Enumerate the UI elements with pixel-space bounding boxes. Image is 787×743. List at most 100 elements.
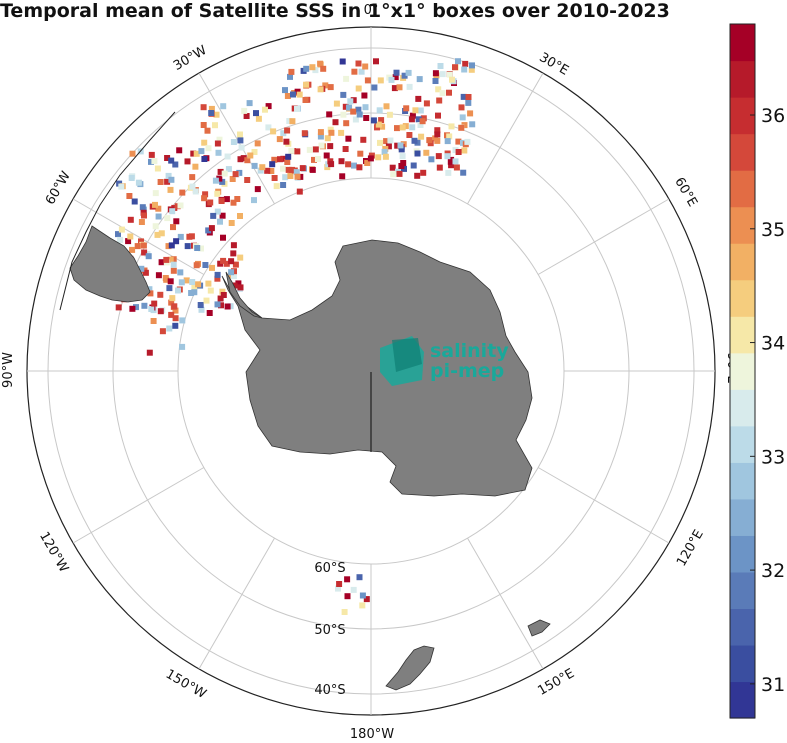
lon-label-150w: 150°W: [163, 667, 209, 702]
sss-cell: [229, 176, 236, 182]
sss-cell: [301, 130, 308, 137]
sss-cell: [294, 148, 301, 155]
sss-cell: [288, 147, 295, 154]
sss-cell: [396, 170, 403, 177]
sss-cell: [352, 116, 359, 123]
sss-cell: [296, 91, 303, 98]
sss-cell: [285, 166, 292, 173]
sss-cell: [179, 343, 186, 350]
sss-cell: [437, 63, 444, 69]
sss-cell: [201, 139, 208, 146]
sss-cell: [216, 136, 223, 143]
sss-cell: [280, 155, 287, 162]
sss-cell: [171, 204, 178, 211]
sss-cell: [172, 161, 179, 168]
sss-cell: [189, 279, 196, 285]
sss-cell: [309, 64, 316, 71]
sss-cell: [373, 58, 379, 65]
sss-cell: [343, 120, 350, 127]
sss-cell: [165, 172, 172, 179]
sss-cell: [342, 146, 349, 152]
sss-cell: [179, 317, 186, 324]
sss-cell: [362, 63, 369, 70]
sss-cell: [273, 183, 280, 190]
sss-cell: [402, 123, 409, 130]
sss-cell: [338, 158, 345, 165]
sss-cell: [347, 98, 354, 105]
sss-cell: [356, 574, 363, 581]
lon-label-90w: 90°W: [1, 352, 16, 388]
logo-mark-shade: [392, 338, 422, 372]
sss-cell: [409, 112, 416, 119]
colorbar-tick-label: 35: [761, 219, 785, 241]
sss-cell: [394, 142, 401, 149]
sss-cell: [129, 305, 136, 312]
sss-cell: [376, 107, 383, 114]
sss-cell: [333, 100, 340, 107]
sss-cell: [340, 111, 347, 118]
sss-cell: [461, 147, 468, 154]
sss-cell: [198, 245, 204, 252]
sss-cell: [345, 135, 352, 142]
sss-cell: [192, 188, 199, 195]
sss-cell: [157, 179, 164, 185]
colorbar-segment: [730, 206, 755, 244]
sss-cell: [412, 107, 419, 114]
sss-cell: [219, 178, 226, 185]
sss-cell: [452, 158, 459, 165]
sss-cell: [280, 130, 287, 137]
colorbar-segment: [730, 60, 755, 98]
colorbar-segment: [730, 316, 755, 354]
sss-cell: [210, 212, 217, 219]
sss-cell: [388, 76, 395, 83]
sss-cell: [219, 212, 226, 219]
sss-cell: [403, 105, 410, 112]
sss-cell: [355, 85, 362, 92]
sss-cell: [209, 264, 215, 271]
sss-cell: [343, 75, 350, 82]
sss-cell: [446, 133, 453, 140]
sss-cell: [458, 104, 465, 111]
sss-cell: [371, 84, 378, 91]
sss-cell: [128, 175, 135, 181]
colorbar-tick-label: 36: [761, 105, 785, 127]
colorbar-segment: [730, 644, 755, 683]
sss-cell: [455, 138, 462, 145]
sss-cell: [214, 140, 221, 147]
sss-cell: [389, 164, 396, 171]
sss-cell: [339, 173, 346, 180]
meridian-240: [72, 467, 205, 544]
sss-cell: [427, 140, 434, 147]
colorbar-segment: [730, 352, 755, 390]
sss-cell: [115, 231, 121, 238]
sss-cell: [212, 122, 218, 129]
sss-cell: [415, 116, 422, 123]
sss-cell: [375, 121, 382, 128]
sss-cell: [237, 137, 244, 144]
sss-cell: [193, 262, 200, 269]
sss-cell: [207, 287, 214, 294]
sss-cell: [350, 97, 357, 104]
sss-cell: [370, 117, 377, 124]
sss-cell: [230, 242, 237, 249]
sss-cell: [302, 97, 309, 103]
sss-cell: [117, 236, 124, 243]
lat-label-60s: 60°S: [314, 561, 345, 576]
sss-cell: [417, 107, 424, 114]
colorbar-segment: [730, 681, 755, 719]
meridian-120: [537, 467, 670, 544]
sss-cell: [140, 242, 147, 249]
sss-cell: [460, 93, 467, 100]
sss-cell: [294, 173, 301, 180]
colorbar-segment: [730, 571, 755, 610]
sss-cell: [230, 273, 237, 279]
sss-cell: [262, 106, 268, 113]
sss-cell: [167, 256, 174, 263]
sss-cell: [134, 243, 141, 250]
sss-cell: [328, 161, 335, 168]
sss-cell: [223, 260, 230, 267]
sss-cell: [322, 82, 329, 89]
sss-cell: [158, 230, 165, 237]
sss-cell: [390, 171, 397, 178]
sss-cell: [159, 328, 166, 335]
